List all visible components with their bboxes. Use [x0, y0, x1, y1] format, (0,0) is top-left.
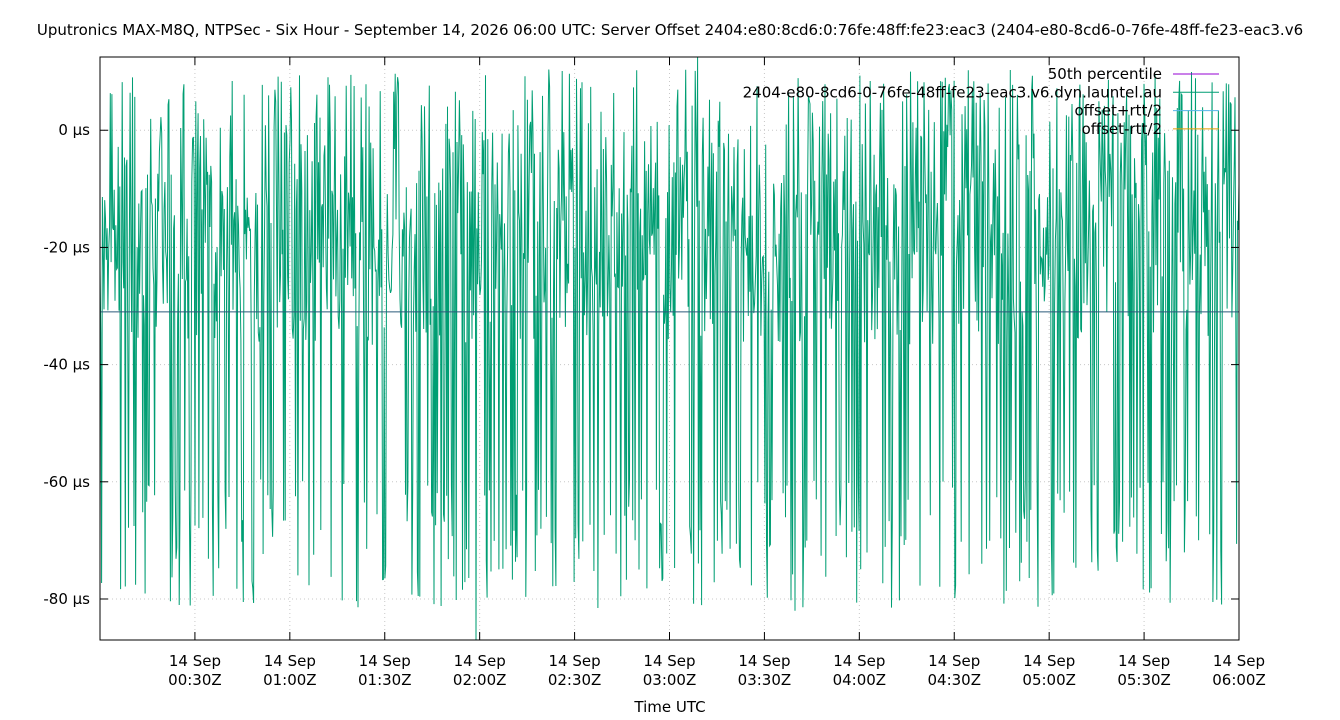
- x-tick-label-time: 05:30Z: [1117, 671, 1171, 689]
- x-tick-label-time: 04:30Z: [927, 671, 981, 689]
- y-tick-label: -40 µs: [43, 356, 90, 374]
- legend-label: offset-rtt/2: [1082, 120, 1162, 138]
- x-tick-label-date: 14 Sep: [1118, 652, 1170, 670]
- x-tick-label-time: 06:00Z: [1212, 671, 1266, 689]
- x-tick-label-time: 01:30Z: [358, 671, 412, 689]
- y-axis: 0 µs -20 µs -40 µs -60 µs -80 µs: [43, 121, 1239, 608]
- x-tick-label-time: 05:00Z: [1022, 671, 1076, 689]
- x-tick-label-time: 01:00Z: [263, 671, 317, 689]
- chart-title: Uputronics MAX-M8Q, NTPSec - Six Hour - …: [37, 21, 1303, 39]
- x-tick-label-time: 02:00Z: [453, 671, 507, 689]
- x-tick-label-time: 03:00Z: [643, 671, 697, 689]
- y-tick-label: -20 µs: [43, 238, 90, 256]
- legend-label: 50th percentile: [1048, 65, 1162, 83]
- y-tick-label: 0 µs: [58, 121, 90, 139]
- x-tick-label-date: 14 Sep: [264, 652, 316, 670]
- series-line-offset: [99, 56, 1240, 641]
- x-tick-label-date: 14 Sep: [928, 652, 980, 670]
- x-tick-label-date: 14 Sep: [169, 652, 221, 670]
- x-tick-label-date: 14 Sep: [454, 652, 506, 670]
- x-tick-label-date: 14 Sep: [833, 652, 885, 670]
- x-tick-label-time: 04:00Z: [833, 671, 887, 689]
- x-axis-label: Time UTC: [633, 698, 705, 716]
- legend-label: offset+rtt/2: [1074, 102, 1162, 120]
- x-tick-label-date: 14 Sep: [359, 652, 411, 670]
- y-tick-label: -60 µs: [43, 473, 90, 491]
- x-tick-label-date: 14 Sep: [643, 652, 695, 670]
- x-tick-label-time: 00:30Z: [168, 671, 222, 689]
- x-tick-label-date: 14 Sep: [1023, 652, 1075, 670]
- x-tick-label-date: 14 Sep: [1213, 652, 1265, 670]
- x-tick-label-time: 02:30Z: [548, 671, 602, 689]
- x-tick-label-date: 14 Sep: [549, 652, 601, 670]
- legend-label: 2404-e80-8cd6-0-76fe-48ff-fe23-eac3.v6.d…: [743, 83, 1162, 101]
- x-tick-label-date: 14 Sep: [738, 652, 790, 670]
- plot-series: [99, 56, 1240, 641]
- x-tick-label-time: 03:30Z: [738, 671, 792, 689]
- legend: 50th percentile2404-e80-8cd6-0-76fe-48ff…: [743, 65, 1219, 138]
- y-tick-label: -80 µs: [43, 590, 90, 608]
